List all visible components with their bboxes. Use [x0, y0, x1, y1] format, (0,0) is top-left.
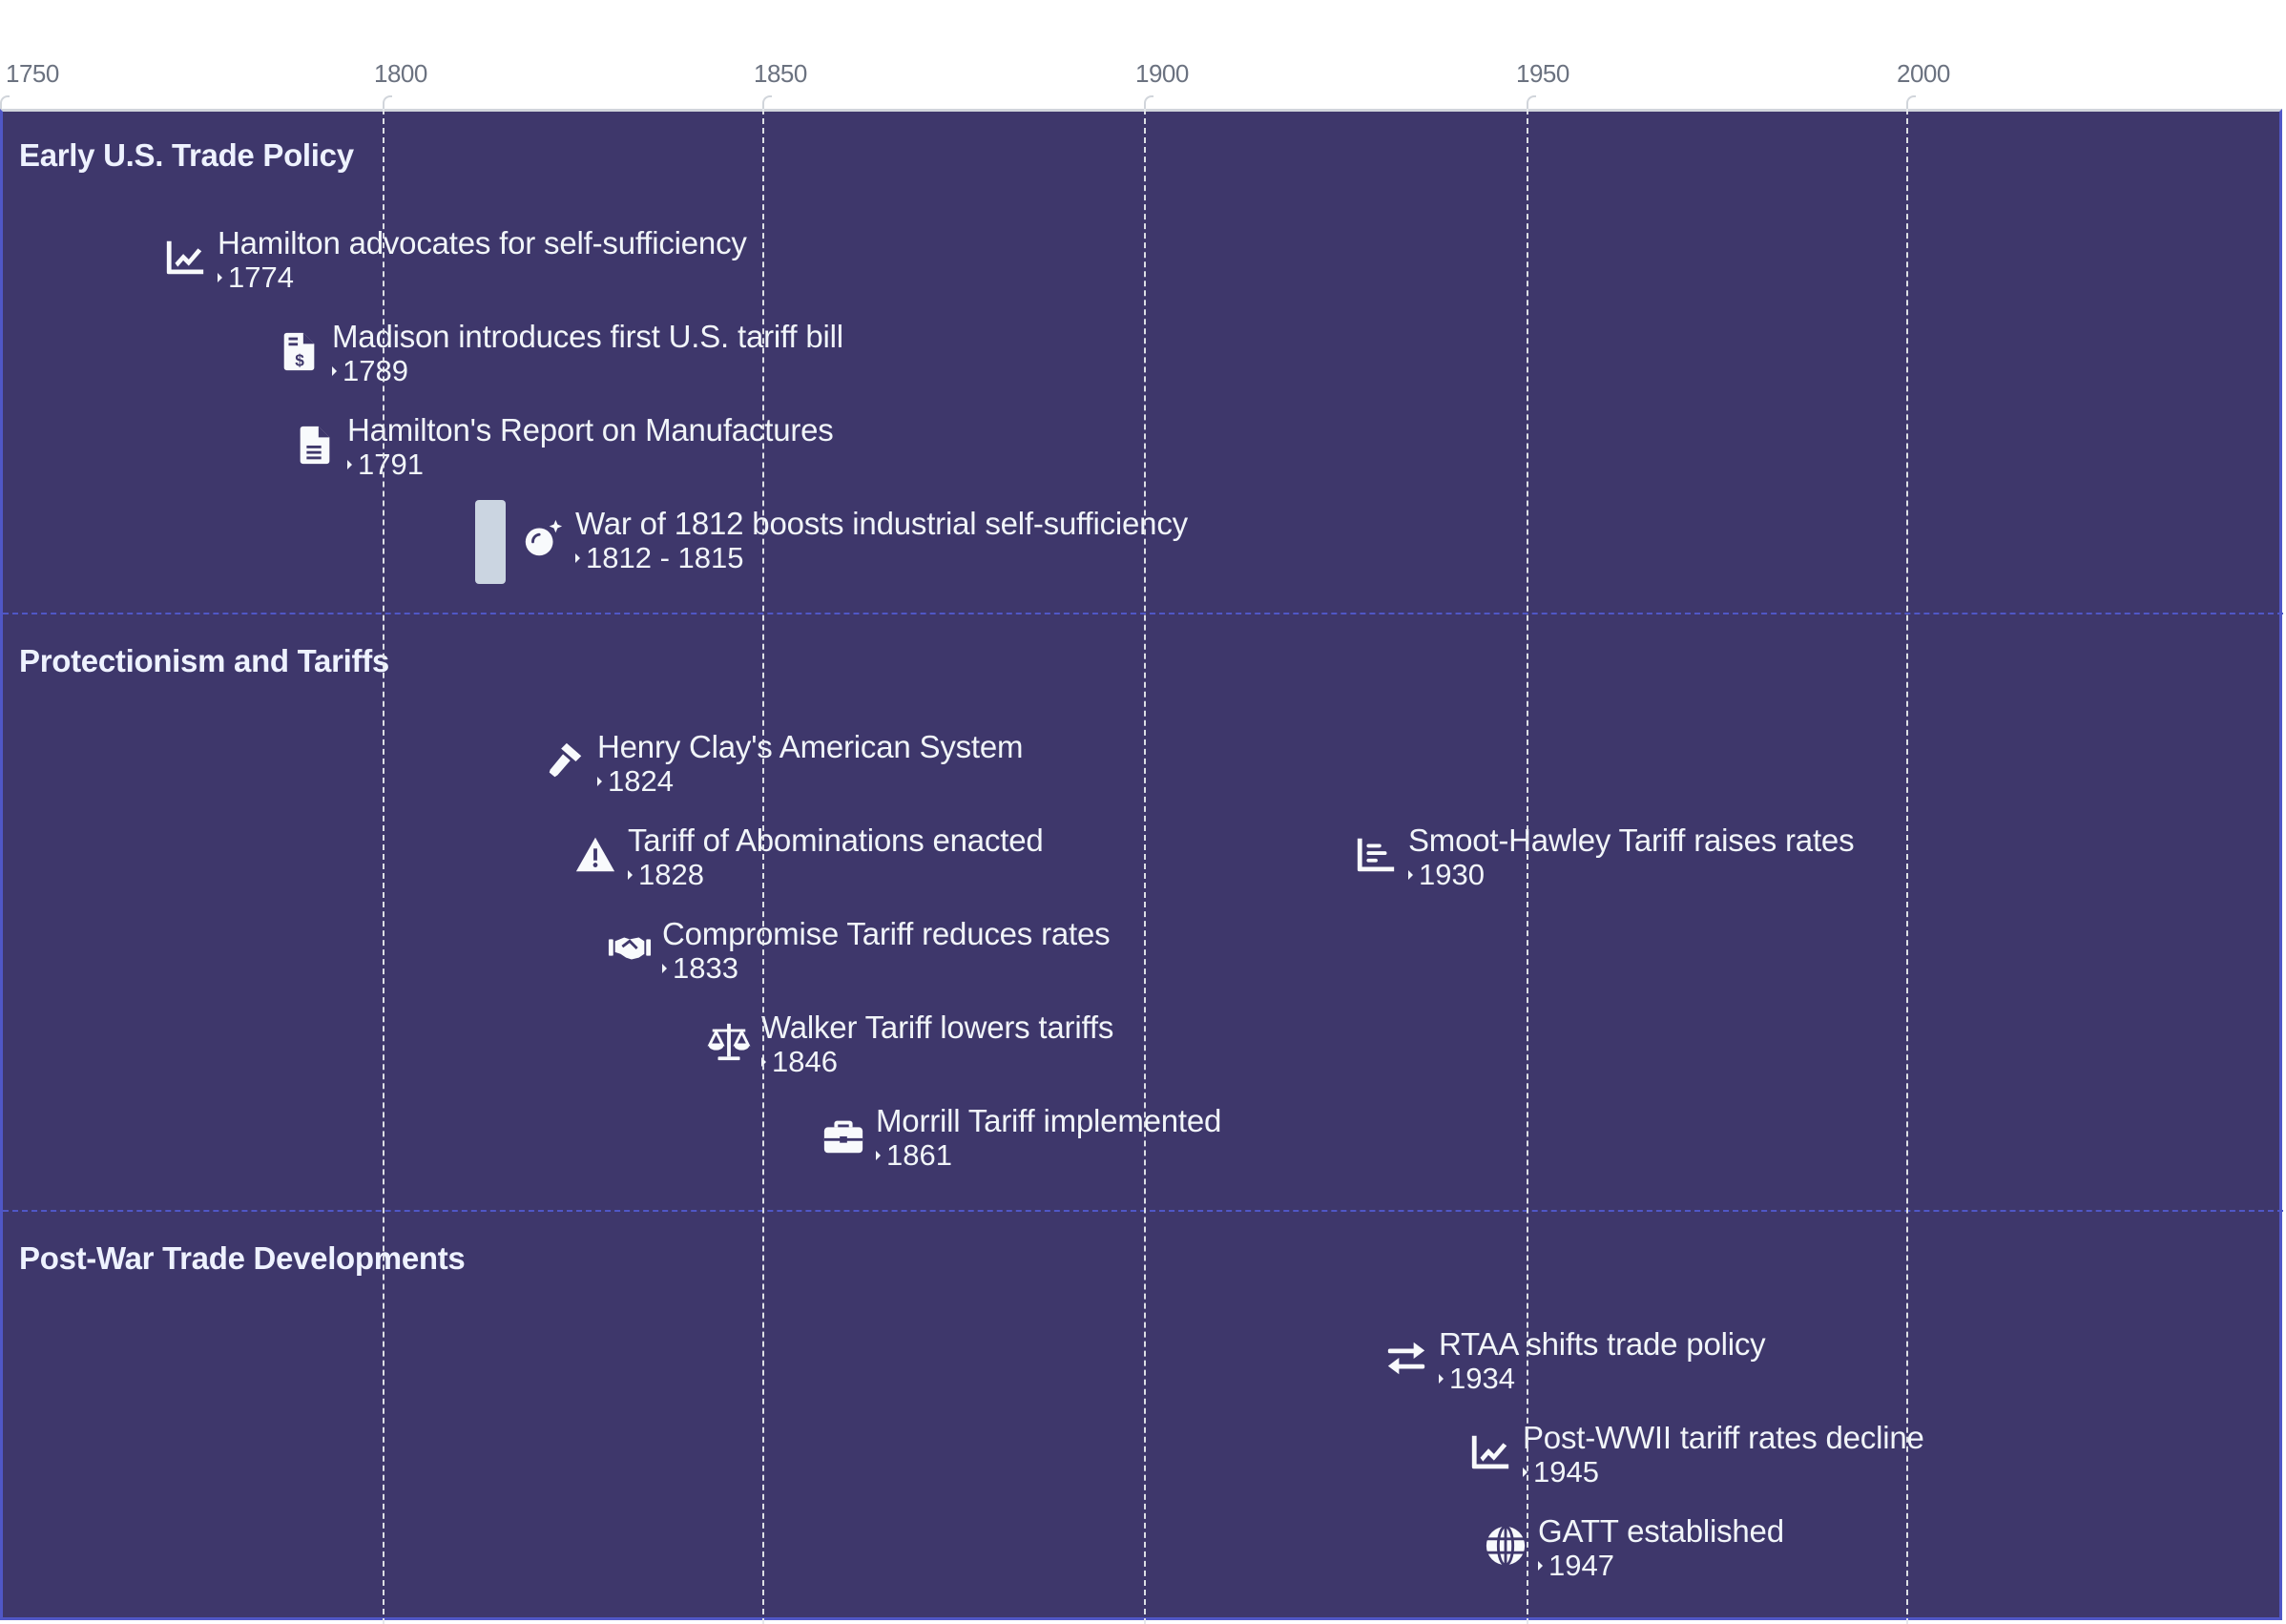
event-date: 1791 — [347, 448, 834, 481]
event-smoot-hawley-tariff[interactable]: Smoot-Hawley Tariff raises rates 1930 — [1353, 822, 1855, 891]
event-date: 1930 — [1408, 859, 1854, 891]
event-title: Madison introduces first U.S. tariff bil… — [332, 319, 843, 354]
chart-line-icon — [1467, 1429, 1513, 1475]
event-title: Tariff of Abominations enacted — [628, 822, 1044, 858]
group-title-early-trade-policy: Early U.S. Trade Policy — [19, 137, 354, 173]
event-compromise-tariff[interactable]: Compromise Tariff reduces rates 1833 — [607, 916, 1111, 985]
event-title: Walker Tariff lowers tariffs — [761, 1010, 1114, 1045]
tick-mark — [1906, 95, 1916, 113]
event-date: 1861 — [876, 1139, 1221, 1172]
tick-label-2000: 2000 — [1897, 59, 1950, 88]
caret-icon — [662, 964, 667, 973]
caret-icon — [628, 870, 633, 880]
caret-icon — [1439, 1374, 1444, 1384]
event-title: Hamilton advocates for self-sufficiency — [218, 225, 747, 260]
group-title-protectionism: Protectionism and Tariffs — [19, 643, 389, 678]
event-title: Morrill Tariff implemented — [876, 1103, 1222, 1138]
caret-icon — [218, 273, 222, 282]
tick-label-1900: 1900 — [1135, 59, 1189, 88]
event-rtaa[interactable]: RTAA shifts trade policy 1934 — [1383, 1326, 1766, 1395]
tick-label-1800: 1800 — [374, 59, 427, 88]
event-date: 1934 — [1439, 1363, 1765, 1395]
time-axis: 1750 1800 1850 1900 1950 2000 — [0, 0, 2286, 113]
caret-icon — [1408, 870, 1413, 880]
globe-icon — [1483, 1523, 1528, 1569]
file-invoice-dollar-icon: $ — [277, 328, 322, 374]
event-date: 1828 — [628, 859, 1044, 891]
event-hamilton-self-sufficiency[interactable]: Hamilton advocates for self-sufficiency … — [162, 225, 747, 294]
briefcase-icon — [821, 1113, 866, 1158]
gridline-1950 — [1527, 109, 1528, 1624]
event-title: Henry Clay's American System — [597, 729, 1024, 764]
event-madison-tariff-bill[interactable]: $ Madison introduces first U.S. tariff b… — [277, 319, 843, 387]
event-report-on-manufactures[interactable]: Hamilton's Report on Manufactures 1791 — [292, 412, 834, 481]
handshake-icon — [607, 926, 653, 971]
tick-mark — [1144, 95, 1153, 113]
gavel-icon — [542, 739, 588, 784]
event-date: 1774 — [218, 261, 747, 294]
section-divider — [3, 1210, 2283, 1212]
chart-bar-icon — [1353, 832, 1399, 878]
event-title: Hamilton's Report on Manufactures — [347, 412, 834, 448]
event-date: 1833 — [662, 952, 1110, 985]
event-title: RTAA shifts trade policy — [1439, 1326, 1766, 1362]
event-title: War of 1812 boosts industrial self-suffi… — [575, 506, 1188, 541]
file-lines-icon — [292, 422, 338, 468]
section-divider — [3, 613, 2283, 614]
caret-icon — [347, 460, 352, 469]
tick-label-1850: 1850 — [754, 59, 807, 88]
tick-label-1950: 1950 — [1516, 59, 1569, 88]
tick-mark — [383, 95, 392, 113]
event-walker-tariff[interactable]: Walker Tariff lowers tariffs 1846 — [706, 1010, 1113, 1078]
event-date: 1789 — [332, 355, 843, 387]
caret-icon — [597, 777, 602, 786]
event-tariff-of-abominations[interactable]: Tariff of Abominations enacted 1828 — [572, 822, 1044, 891]
tick-mark — [1527, 95, 1536, 113]
caret-icon — [1523, 1468, 1527, 1477]
event-date: 1947 — [1538, 1550, 1784, 1582]
warning-triangle-icon — [572, 832, 618, 878]
tick-mark — [762, 95, 772, 113]
caret-icon — [876, 1151, 881, 1160]
event-date: 1824 — [597, 765, 1023, 798]
event-title: Post-WWII tariff rates decline — [1523, 1420, 1924, 1455]
event-date: 1945 — [1523, 1456, 1924, 1489]
tick-mark — [0, 95, 10, 113]
event-henry-clay-american-system[interactable]: Henry Clay's American System 1824 — [542, 729, 1024, 798]
event-morrill-tariff[interactable]: Morrill Tariff implemented 1861 — [821, 1103, 1221, 1172]
event-date: 1846 — [761, 1046, 1113, 1078]
gridline-1900 — [1144, 109, 1146, 1624]
event-gatt-established[interactable]: GATT established 1947 — [1483, 1513, 1784, 1582]
event-title: Compromise Tariff reduces rates — [662, 916, 1111, 951]
gridline-2000 — [1906, 109, 1908, 1624]
svg-text:$: $ — [295, 350, 304, 369]
gridline-1850 — [762, 109, 764, 1624]
group-title-post-war: Post-War Trade Developments — [19, 1240, 466, 1276]
event-date: 1812 - 1815 — [575, 542, 1188, 574]
tick-label-1750: 1750 — [6, 59, 59, 88]
range-bar-war-of-1812[interactable] — [475, 500, 506, 584]
event-war-of-1812[interactable]: War of 1812 boosts industrial self-suffi… — [520, 506, 1188, 574]
caret-icon — [1538, 1561, 1543, 1571]
caret-icon — [575, 553, 580, 563]
timeline-plot-area — [0, 109, 2282, 1620]
scale-balanced-icon — [706, 1019, 752, 1065]
event-title: GATT established — [1538, 1513, 1784, 1549]
caret-icon — [332, 366, 337, 376]
event-title: Smoot-Hawley Tariff raises rates — [1408, 822, 1855, 858]
chart-line-icon — [162, 235, 208, 281]
arrows-exchange-icon — [1383, 1336, 1429, 1382]
bomb-icon — [520, 515, 566, 561]
gridline-1800 — [383, 109, 384, 1624]
event-post-wwii-decline[interactable]: Post-WWII tariff rates decline 1945 — [1467, 1420, 1924, 1489]
